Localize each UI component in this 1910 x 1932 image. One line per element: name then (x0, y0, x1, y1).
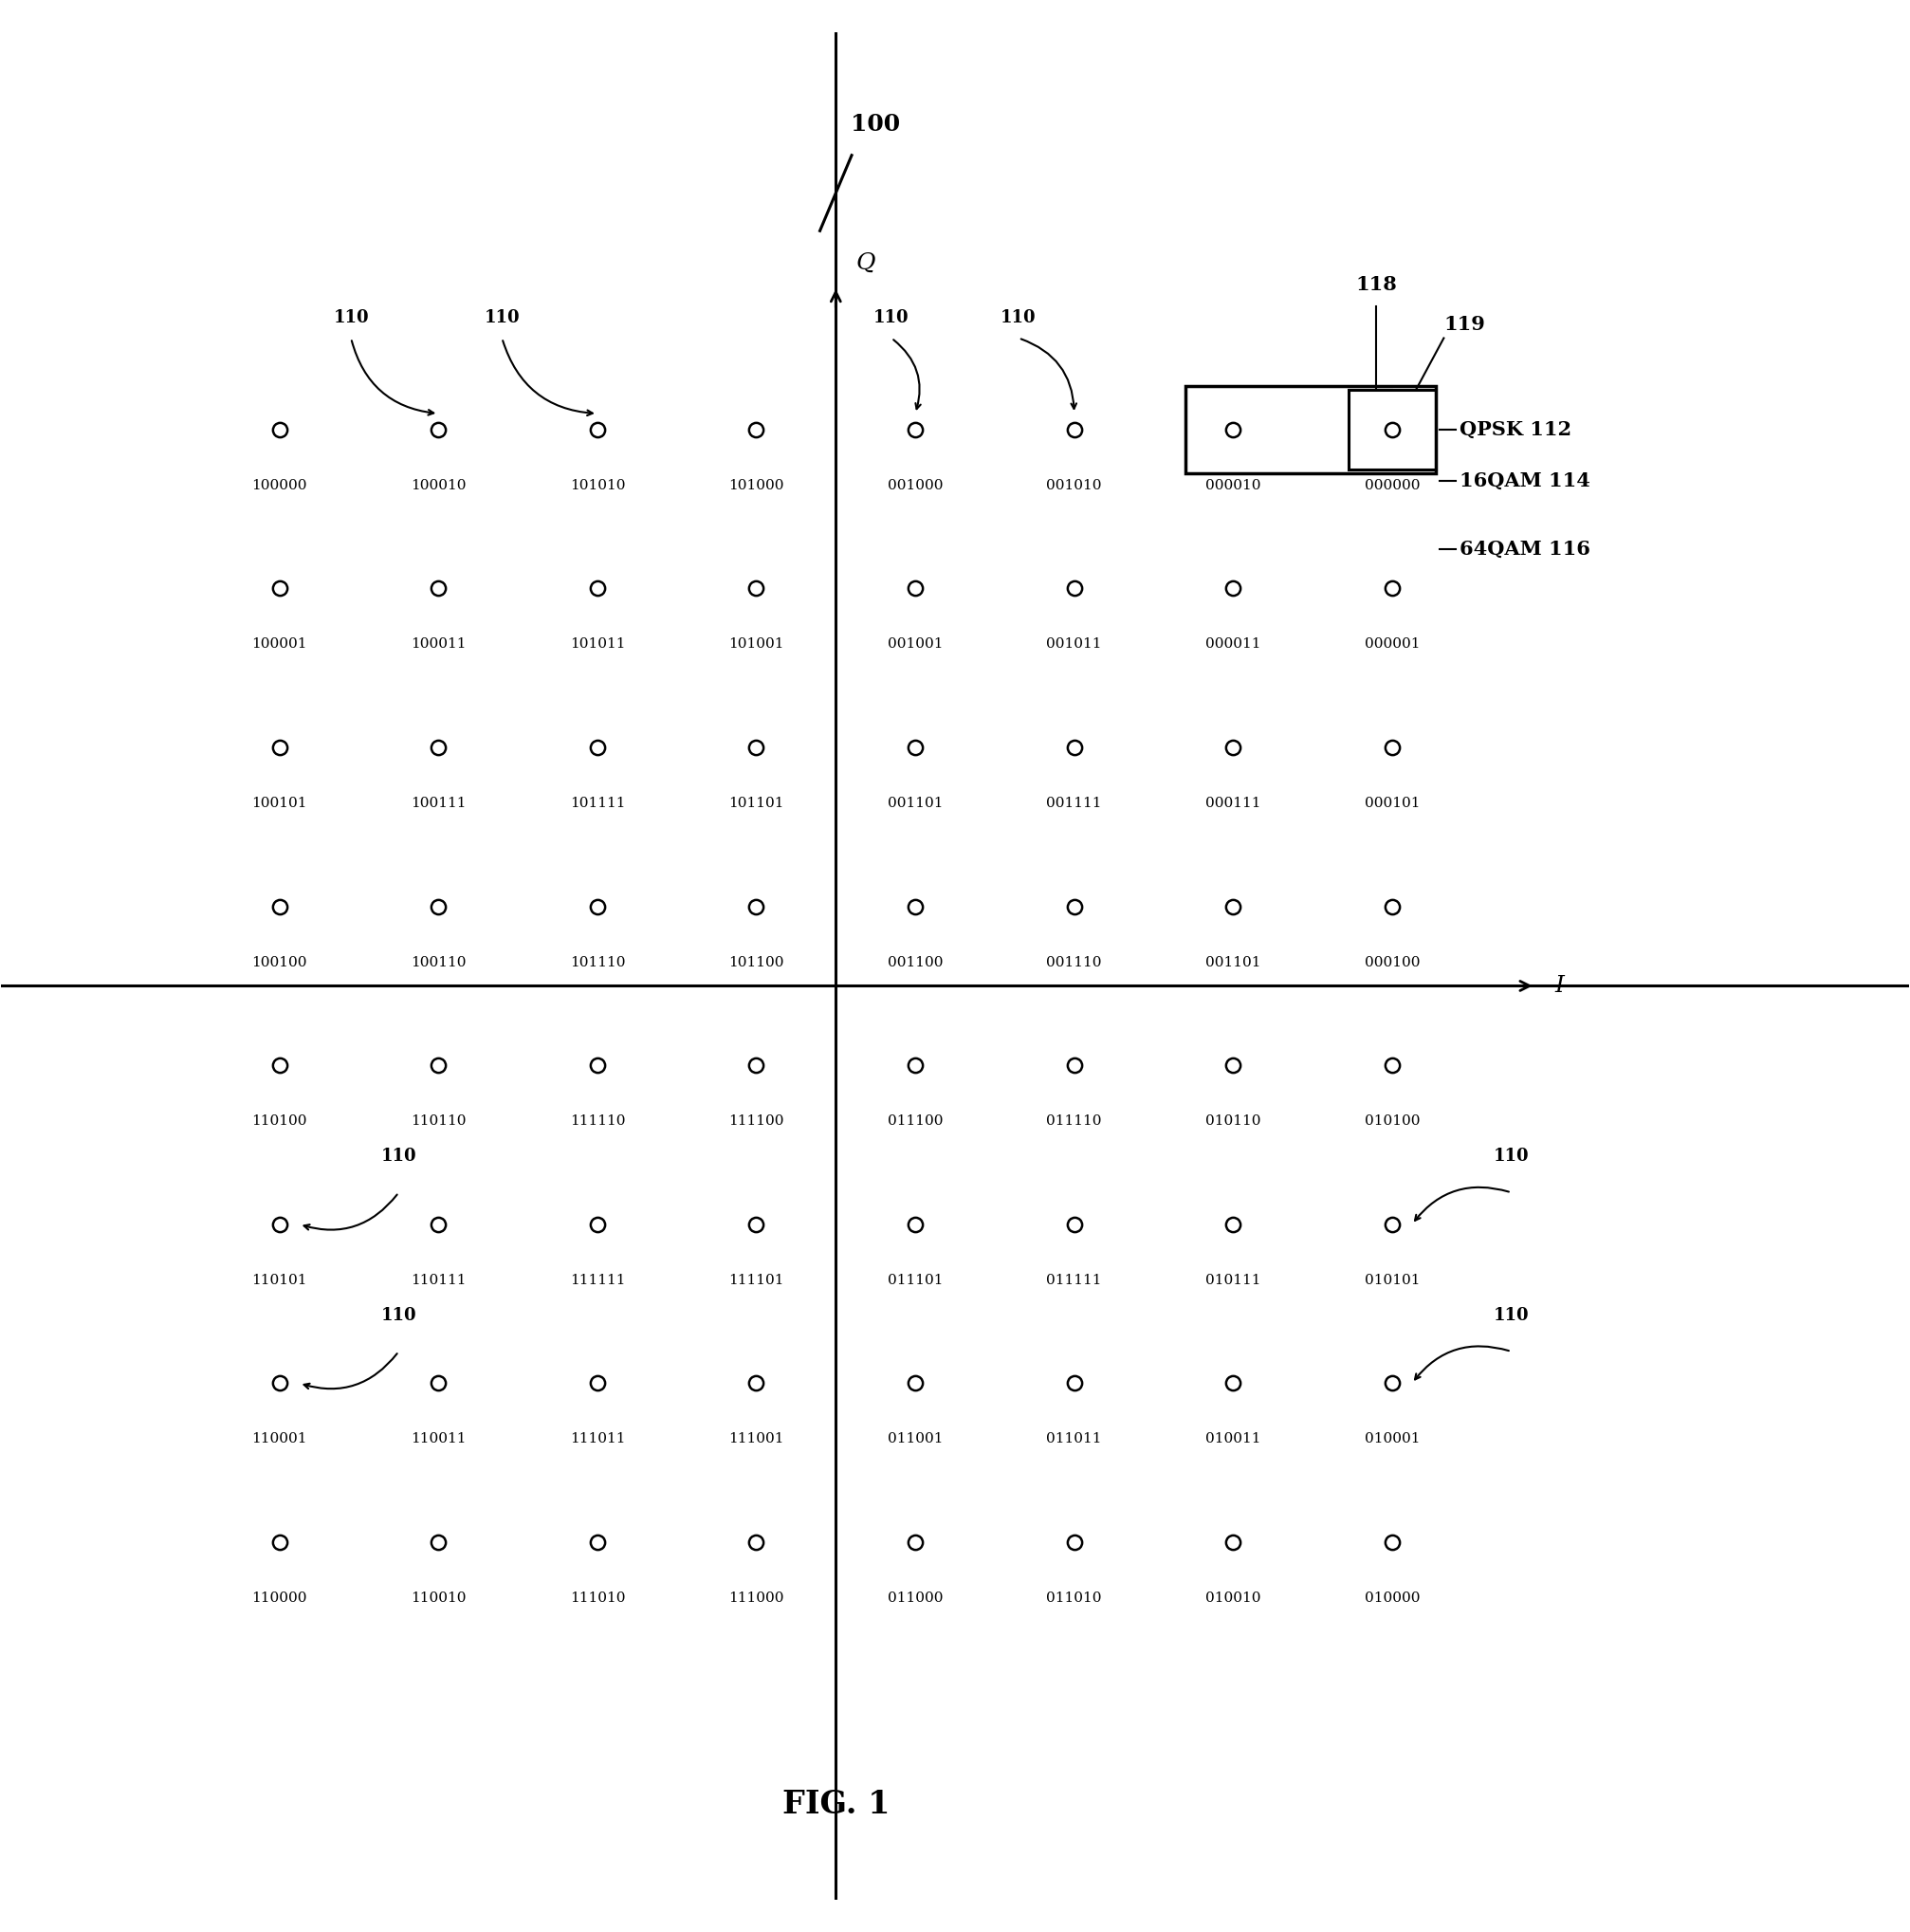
Text: 110010: 110010 (411, 1592, 466, 1605)
Text: 119: 119 (1444, 315, 1486, 334)
Text: 101111: 101111 (569, 796, 625, 810)
Text: 101100: 101100 (728, 956, 785, 970)
Text: 001101: 001101 (888, 796, 944, 810)
Text: 011110: 011110 (1047, 1115, 1102, 1128)
Text: 110011: 110011 (411, 1432, 466, 1445)
Text: 110: 110 (1494, 1148, 1530, 1165)
Text: 100101: 100101 (252, 796, 308, 810)
Text: 010000: 010000 (1364, 1592, 1419, 1605)
Text: 100000: 100000 (252, 479, 308, 493)
Text: 010010: 010010 (1205, 1592, 1261, 1605)
Text: 000101: 000101 (1364, 796, 1419, 810)
Text: 110000: 110000 (252, 1592, 308, 1605)
Text: 16QAM 114: 16QAM 114 (1459, 471, 1591, 491)
Text: 110: 110 (332, 309, 369, 327)
Text: 101001: 101001 (728, 638, 785, 651)
Bar (1186, 386, 1436, 473)
Text: FIG. 1: FIG. 1 (781, 1789, 890, 1820)
Text: 100100: 100100 (252, 956, 308, 970)
Text: 010110: 010110 (1205, 1115, 1261, 1128)
Bar (1348, 390, 1436, 469)
Text: 001101: 001101 (1205, 956, 1261, 970)
Text: QPSK 112: QPSK 112 (1459, 419, 1572, 439)
Text: 110: 110 (1001, 309, 1037, 327)
Text: 100111: 100111 (411, 796, 466, 810)
Text: 100010: 100010 (411, 479, 466, 493)
Text: 111100: 111100 (728, 1115, 785, 1128)
Text: 001011: 001011 (1047, 638, 1102, 651)
Text: 111011: 111011 (569, 1432, 625, 1445)
Text: 110110: 110110 (411, 1115, 466, 1128)
Text: 000100: 000100 (1364, 956, 1419, 970)
Text: 111001: 111001 (728, 1432, 785, 1445)
Text: 111010: 111010 (569, 1592, 625, 1605)
Text: 101010: 101010 (569, 479, 625, 493)
Text: 010111: 010111 (1205, 1273, 1261, 1287)
Text: 011011: 011011 (1047, 1432, 1102, 1445)
Text: 110101: 110101 (252, 1273, 308, 1287)
Text: 100001: 100001 (252, 638, 308, 651)
Text: 001100: 001100 (888, 956, 944, 970)
Text: 100110: 100110 (411, 956, 466, 970)
Text: 001110: 001110 (1047, 956, 1102, 970)
Text: 101110: 101110 (569, 956, 625, 970)
Text: 110001: 110001 (252, 1432, 308, 1445)
Text: 010100: 010100 (1364, 1115, 1419, 1128)
Text: 110: 110 (483, 309, 520, 327)
Text: 101101: 101101 (728, 796, 785, 810)
Text: 011000: 011000 (888, 1592, 944, 1605)
Text: 100: 100 (850, 112, 900, 135)
Text: 110: 110 (380, 1148, 416, 1165)
Text: 000010: 000010 (1205, 479, 1261, 493)
Text: 118: 118 (1356, 276, 1396, 294)
Text: 001001: 001001 (888, 638, 944, 651)
Text: 011001: 011001 (888, 1432, 944, 1445)
Text: 010011: 010011 (1205, 1432, 1261, 1445)
Text: 011101: 011101 (888, 1273, 944, 1287)
Text: 001000: 001000 (888, 479, 944, 493)
Text: 001111: 001111 (1047, 796, 1102, 810)
Text: 110100: 110100 (252, 1115, 308, 1128)
Text: 000011: 000011 (1205, 638, 1261, 651)
Text: 111110: 111110 (569, 1115, 625, 1128)
Text: 100011: 100011 (411, 638, 466, 651)
Text: 101011: 101011 (569, 638, 625, 651)
Text: 64QAM 116: 64QAM 116 (1459, 539, 1591, 558)
Text: 110: 110 (380, 1306, 416, 1323)
Text: 010001: 010001 (1364, 1432, 1419, 1445)
Text: 111111: 111111 (569, 1273, 625, 1287)
Text: 001010: 001010 (1047, 479, 1102, 493)
Text: 111101: 111101 (728, 1273, 785, 1287)
Text: 110111: 110111 (411, 1273, 466, 1287)
Text: 000000: 000000 (1364, 479, 1419, 493)
Text: 000001: 000001 (1364, 638, 1419, 651)
Text: Q: Q (856, 251, 875, 274)
Text: 110: 110 (1494, 1306, 1530, 1323)
Text: 010101: 010101 (1364, 1273, 1419, 1287)
Text: 011111: 011111 (1047, 1273, 1102, 1287)
Text: 111000: 111000 (728, 1592, 785, 1605)
Text: I: I (1555, 976, 1564, 997)
Text: 101000: 101000 (728, 479, 785, 493)
Text: 000111: 000111 (1205, 796, 1261, 810)
Text: 011010: 011010 (1047, 1592, 1102, 1605)
Text: 110: 110 (873, 309, 909, 327)
Text: 011100: 011100 (888, 1115, 944, 1128)
